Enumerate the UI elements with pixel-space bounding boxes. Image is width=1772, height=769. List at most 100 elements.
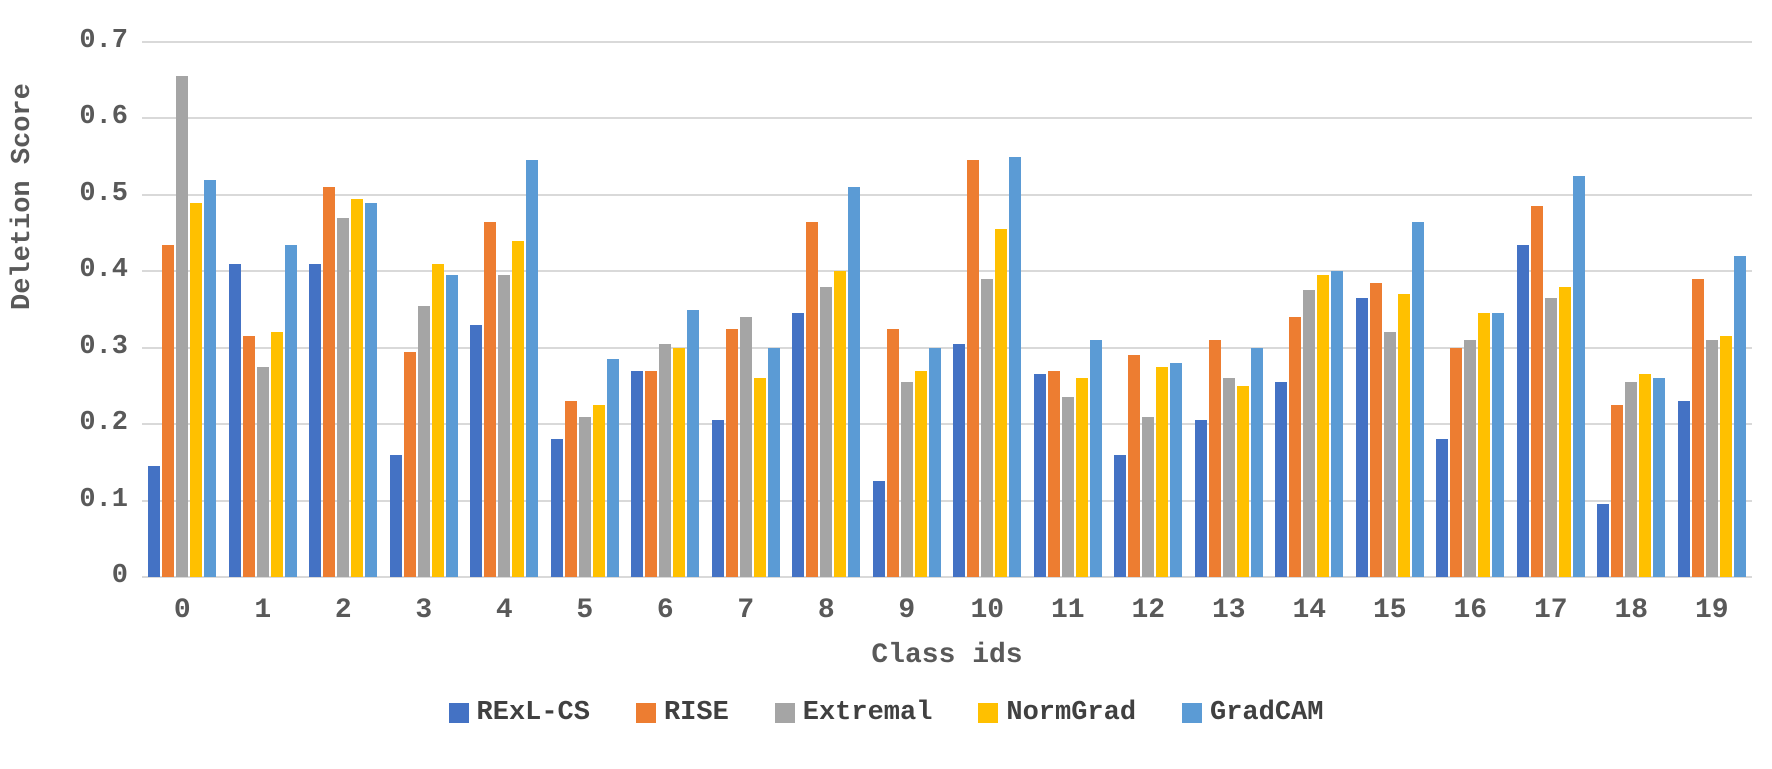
legend-swatch-icon: [774, 703, 795, 723]
bar-rexl-cs: [1275, 382, 1288, 577]
bar-extremal: [498, 275, 511, 577]
bar-rise: [1369, 282, 1382, 577]
legend-item-rexl-cs: RExL-CS: [448, 698, 590, 728]
bar-gradcam: [204, 179, 217, 577]
legend-label: NormGrad: [1006, 698, 1137, 728]
bar-rexl-cs: [711, 420, 724, 577]
legend-item-rise: RISE: [635, 698, 729, 728]
y-tick-label: 0.4: [79, 255, 128, 286]
bar-rexl-cs: [1597, 504, 1610, 577]
y-tick-label: 0.7: [79, 26, 128, 56]
bar-extremal: [900, 382, 913, 577]
bar-normgrad: [512, 240, 525, 577]
bar-rexl-cs: [470, 324, 483, 577]
x-tick-label: 0: [173, 595, 191, 626]
bar-extremal: [578, 416, 591, 577]
x-tick-label: 9: [898, 595, 916, 626]
bar-extremal: [820, 286, 833, 577]
bar-gradcam: [848, 187, 861, 577]
x-tick-label: 3: [415, 595, 433, 626]
legend-item-gradcam: GradCAM: [1182, 698, 1323, 728]
x-tick-label: 2: [334, 595, 352, 626]
bar-rexl-cs: [1114, 454, 1127, 577]
bar-extremal: [256, 366, 269, 577]
x-tick-label: 12: [1131, 595, 1166, 626]
bar-rexl-cs: [228, 263, 241, 577]
bar-rise: [645, 370, 658, 577]
bar-normgrad: [1317, 275, 1330, 577]
bar-rise: [1450, 347, 1463, 577]
bar-rise: [323, 187, 336, 577]
bar-normgrad: [914, 370, 927, 577]
bar-extremal: [417, 305, 430, 577]
bar-rexl-cs: [1677, 401, 1690, 577]
gridline: [142, 423, 1752, 426]
bar-group: [1672, 42, 1753, 577]
bar-gradcam: [1411, 221, 1424, 577]
bar-rexl-cs: [1516, 244, 1529, 577]
legend-swatch-icon: [635, 703, 656, 723]
gridline: [142, 117, 1752, 120]
bar-rexl-cs: [309, 263, 322, 577]
bar-rexl-cs: [1033, 374, 1046, 577]
bar-rise: [886, 328, 899, 577]
y-tick-label: 0.6: [79, 102, 128, 133]
bar-normgrad: [1397, 294, 1410, 577]
bar-group: [1511, 42, 1592, 577]
legend: RExL-CS RISE Extremal NormGrad GradCAM: [0, 698, 1772, 728]
bar-gradcam: [606, 359, 619, 577]
bar-extremal: [1222, 378, 1235, 577]
bar-gradcam: [1492, 313, 1505, 577]
bar-rise: [564, 401, 577, 577]
bar-extremal: [176, 76, 189, 577]
gridline: [142, 499, 1752, 502]
bar-extremal: [659, 343, 672, 577]
x-tick-label: 10: [970, 595, 1005, 626]
x-tick-label: 11: [1050, 595, 1085, 626]
bar-gradcam: [687, 309, 700, 577]
legend-swatch-icon: [978, 703, 999, 723]
bar-rise: [1289, 317, 1302, 577]
y-tick-label: 0: [111, 561, 128, 591]
bar-rise: [1691, 278, 1704, 577]
bar-group: [384, 42, 465, 577]
bar-normgrad: [351, 198, 364, 577]
y-tick-label: 0.5: [79, 178, 128, 209]
bar-rexl-cs: [148, 466, 161, 577]
bar-rise: [1611, 405, 1624, 577]
bar-rexl-cs: [1194, 420, 1207, 577]
bar-gradcam: [1089, 340, 1102, 577]
legend-item-extremal: Extremal: [774, 698, 933, 728]
bar-normgrad: [995, 229, 1008, 577]
bar-normgrad: [1639, 374, 1652, 577]
bar-gradcam: [1572, 175, 1585, 577]
bar-group: [1591, 42, 1672, 577]
bar-extremal: [1061, 397, 1074, 577]
bar-normgrad: [1236, 385, 1249, 577]
bar-gradcam: [284, 244, 297, 577]
legend-label: Extremal: [802, 698, 933, 728]
bar-extremal: [1625, 382, 1638, 577]
bar-rise: [1047, 370, 1060, 577]
bar-rexl-cs: [389, 454, 402, 577]
bar-gradcam: [1653, 378, 1666, 577]
gridline: [142, 346, 1752, 349]
x-tick-label: 7: [737, 595, 755, 626]
bar-rexl-cs: [792, 313, 805, 577]
bar-rexl-cs: [953, 343, 966, 577]
x-axis-title: Class ids: [871, 640, 1023, 671]
bar-extremal: [739, 317, 752, 577]
bar-rise: [403, 351, 416, 577]
bar-group: [947, 42, 1028, 577]
x-tick-label: 18: [1614, 595, 1649, 626]
legend-label: GradCAM: [1210, 698, 1324, 728]
bar-group: [1269, 42, 1350, 577]
bar-extremal: [1705, 340, 1718, 577]
x-tick-label: 13: [1211, 595, 1246, 626]
bar-gradcam: [767, 347, 780, 577]
y-tick-label: 0.2: [79, 408, 128, 439]
bar-group: [1189, 42, 1270, 577]
x-tick-label: 14: [1292, 595, 1327, 626]
bar-gradcam: [1250, 347, 1263, 577]
